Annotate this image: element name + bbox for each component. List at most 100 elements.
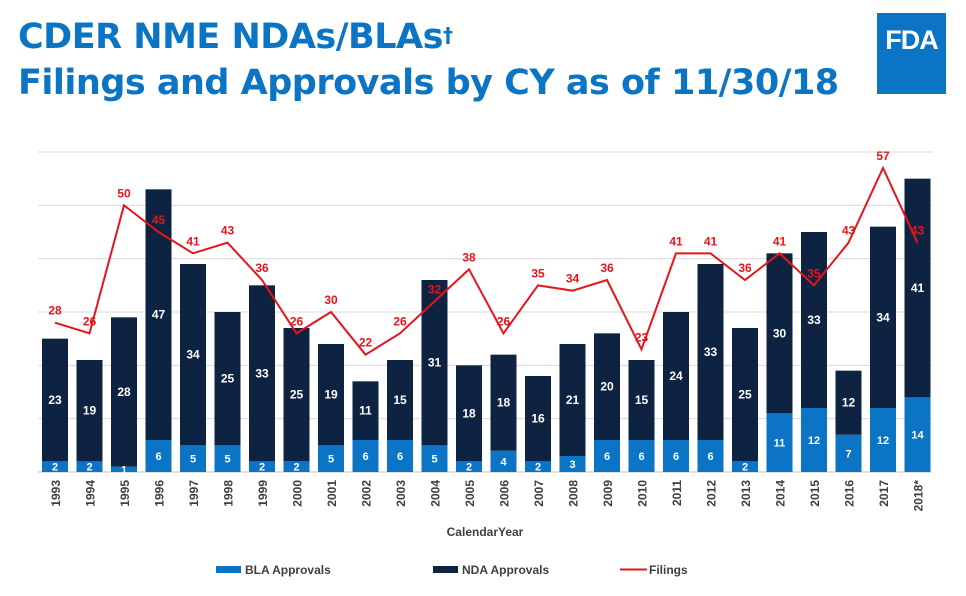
nda-bar (732, 328, 758, 462)
nda-label: 25 (290, 388, 304, 402)
legend-swatch (433, 566, 458, 573)
nda-bar (663, 312, 689, 440)
bla-bar (352, 440, 379, 472)
bla-bar (111, 466, 137, 472)
nda-bar (697, 264, 724, 440)
filings-label: 32 (428, 282, 442, 296)
nda-bar (559, 344, 586, 456)
x-tick-label: 2002 (360, 480, 374, 507)
filings-label: 30 (324, 293, 338, 307)
filings-label: 43 (221, 224, 235, 238)
bla-bar (663, 440, 689, 472)
x-tick-label: 2001 (325, 480, 339, 507)
nda-bar (283, 328, 310, 462)
nda-bar (111, 317, 137, 467)
filings-label: 57 (876, 149, 890, 163)
filings-label: 26 (497, 314, 511, 328)
filings-label: 43 (911, 224, 925, 238)
filings-label: 23 (635, 330, 649, 344)
bla-label: 6 (362, 451, 368, 463)
nda-bar (801, 232, 827, 408)
x-tick-label: 2015 (808, 480, 822, 507)
bla-label: 1 (121, 464, 127, 476)
nda-bar (180, 264, 206, 446)
nda-bar (42, 338, 68, 462)
nda-label: 21 (566, 393, 580, 407)
bla-label: 5 (190, 454, 196, 466)
x-tick-label: 2010 (636, 480, 650, 507)
x-tick-label: 1998 (222, 480, 236, 507)
nda-label: 47 (152, 308, 166, 322)
nda-bar (628, 360, 655, 440)
x-tick-label: 2004 (429, 480, 443, 507)
nda-label: 25 (738, 388, 752, 402)
filings-label: 50 (117, 186, 131, 200)
bla-bar (214, 445, 241, 472)
filings-label: 41 (186, 234, 200, 248)
x-tick-label: 1994 (84, 480, 98, 507)
bla-label: 2 (466, 462, 472, 474)
filings-label: 36 (255, 261, 269, 275)
nda-label: 24 (669, 369, 683, 383)
bla-label: 2 (293, 462, 299, 474)
filings-label: 41 (773, 234, 787, 248)
x-tick-label: 2005 (463, 480, 477, 507)
bla-label: 14 (911, 430, 924, 442)
bla-bar (180, 445, 206, 472)
nda-label: 16 (531, 412, 545, 426)
nda-bar (904, 178, 931, 398)
nda-label: 33 (704, 345, 718, 359)
x-tick-label: 2008 (567, 480, 581, 507)
bla-bar (559, 456, 586, 472)
nda-label: 18 (497, 396, 511, 410)
bla-label: 6 (397, 451, 403, 463)
nda-label: 25 (221, 372, 235, 386)
bla-label: 6 (155, 451, 161, 463)
nda-label: 12 (842, 396, 856, 410)
bla-bar (318, 445, 344, 472)
nda-label: 20 (600, 380, 614, 394)
nda-bar (214, 312, 241, 446)
bla-bar (76, 461, 103, 472)
filings-label: 35 (807, 266, 821, 280)
nda-bar (766, 253, 793, 414)
nda-bar (525, 376, 551, 462)
bla-label: 11 (774, 438, 786, 450)
nda-bar (456, 365, 482, 462)
filings-label: 34 (566, 272, 580, 286)
filings-label: 35 (531, 266, 545, 280)
nda-bar (490, 354, 517, 451)
legend-label: BLA Approvals (245, 563, 331, 577)
logo-text: FDA (885, 25, 938, 55)
bla-bar (42, 461, 68, 472)
filings-label: 36 (738, 261, 752, 275)
bla-bar (456, 461, 482, 472)
bla-bar (766, 413, 793, 472)
nda-label: 23 (48, 393, 62, 407)
bla-bar (145, 440, 172, 472)
title-line-1: CDER NME NDAs/BLAs (18, 17, 443, 57)
nda-label: 34 (186, 348, 200, 362)
bla-label: 5 (431, 454, 437, 466)
filings-label: 41 (669, 234, 683, 248)
fda-logo: FDA (877, 13, 946, 94)
bla-label: 6 (604, 451, 610, 463)
legend-swatch (216, 566, 241, 573)
bla-label: 6 (707, 451, 713, 463)
bla-label: 6 (638, 451, 644, 463)
bla-label: 4 (500, 456, 507, 468)
bla-label: 6 (673, 451, 679, 463)
bla-label: 2 (86, 462, 92, 474)
bla-bar (870, 408, 896, 472)
bla-bar (283, 461, 310, 472)
nda-label: 30 (773, 326, 787, 340)
bla-label: 2 (259, 462, 265, 474)
bla-label: 7 (845, 448, 851, 460)
bla-bar (421, 445, 448, 472)
x-tick-label: 2017 (877, 480, 891, 507)
nda-label: 19 (324, 388, 338, 402)
bla-bar (904, 397, 931, 472)
title-line-2: Filings and Approvals by CY as of 11/30/… (18, 63, 839, 103)
nda-label: 11 (359, 404, 372, 418)
nda-bar (594, 333, 620, 440)
